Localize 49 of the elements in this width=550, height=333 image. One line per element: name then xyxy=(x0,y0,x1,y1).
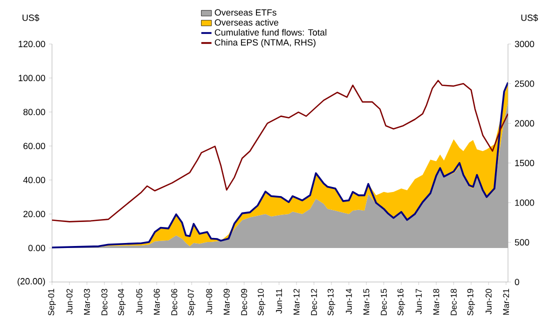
x-tick-label: Mar-21 xyxy=(503,288,510,315)
y-tick-label: 0.00 xyxy=(28,244,46,252)
y-tick-label: 120.00 xyxy=(18,40,46,48)
x-tick-label: Sep-19 xyxy=(467,288,475,316)
x-tick-label: Mar-09 xyxy=(224,288,230,315)
x-tick-label: Dec-03 xyxy=(101,288,108,316)
y2-tick-label: 500 xyxy=(514,239,530,246)
y2-tick-label: 0 xyxy=(514,278,520,286)
y2-tick-label: 1500 xyxy=(515,160,534,166)
x-tick-label: Sep-01 xyxy=(48,288,56,316)
x-tick-label: Sep-04 xyxy=(118,288,126,316)
x-tick-label: Jun-08 xyxy=(206,288,212,314)
x-tick-label: Jun-05 xyxy=(136,288,142,314)
line-series xyxy=(52,80,508,222)
x-tick-label: Dec-09 xyxy=(241,288,248,316)
legend-label: China EPS (NTMA, RHS) xyxy=(214,38,316,48)
legend-label: Overseas ETFs xyxy=(214,9,276,16)
y2-tick-label: 2000 xyxy=(514,120,534,127)
y2-axis-title: US$ xyxy=(521,14,538,22)
x-tick-label: Jun-02 xyxy=(66,288,72,314)
y-axis-title: US$ xyxy=(22,14,40,22)
legend-label: Cumulative fund flows: Total xyxy=(214,29,326,36)
x-tick-label: Dec-15 xyxy=(380,288,387,316)
x-tick-label: Mar-15 xyxy=(363,288,370,315)
x-tick-label: Jun-14 xyxy=(346,288,352,314)
y2-tick-label: 2500 xyxy=(514,80,534,87)
x-tick-label: Dec-12 xyxy=(310,288,317,316)
x-tick-label: Mar-12 xyxy=(294,288,300,315)
x-tick-label: Jun-20 xyxy=(486,288,492,314)
legend-label: Overseas active xyxy=(214,19,278,26)
x-tick-label: Sep-07 xyxy=(188,288,196,316)
y-tick-label: 20.00 xyxy=(23,210,46,218)
y-tick-label: 60.00 xyxy=(23,142,46,150)
x-tick-label: Dec-18 xyxy=(450,288,457,316)
x-tick-label: Dec-06 xyxy=(171,288,178,316)
x-tick-label: Sep-13 xyxy=(328,288,336,316)
x-tick-label: Mar-06 xyxy=(154,288,160,315)
x-tick-label: Mar-18 xyxy=(433,288,440,315)
x-tick-label: Sep-16 xyxy=(397,288,406,316)
y-tick-label: (20.00) xyxy=(18,278,45,286)
x-tick-label: Sep-10 xyxy=(258,288,266,316)
y-tick-label: 40.00 xyxy=(23,176,46,184)
x-tick-label: Jun-17 xyxy=(416,288,422,314)
y-tick-label: 100.00 xyxy=(18,74,46,82)
y2-tick-label: 1000 xyxy=(515,199,534,206)
x-tick-label: Jun-11 xyxy=(276,288,282,314)
x-tick-label: Mar-03 xyxy=(84,288,90,315)
y-tick-label: 80.00 xyxy=(23,108,46,116)
y2-tick-label: 3000 xyxy=(514,40,534,48)
